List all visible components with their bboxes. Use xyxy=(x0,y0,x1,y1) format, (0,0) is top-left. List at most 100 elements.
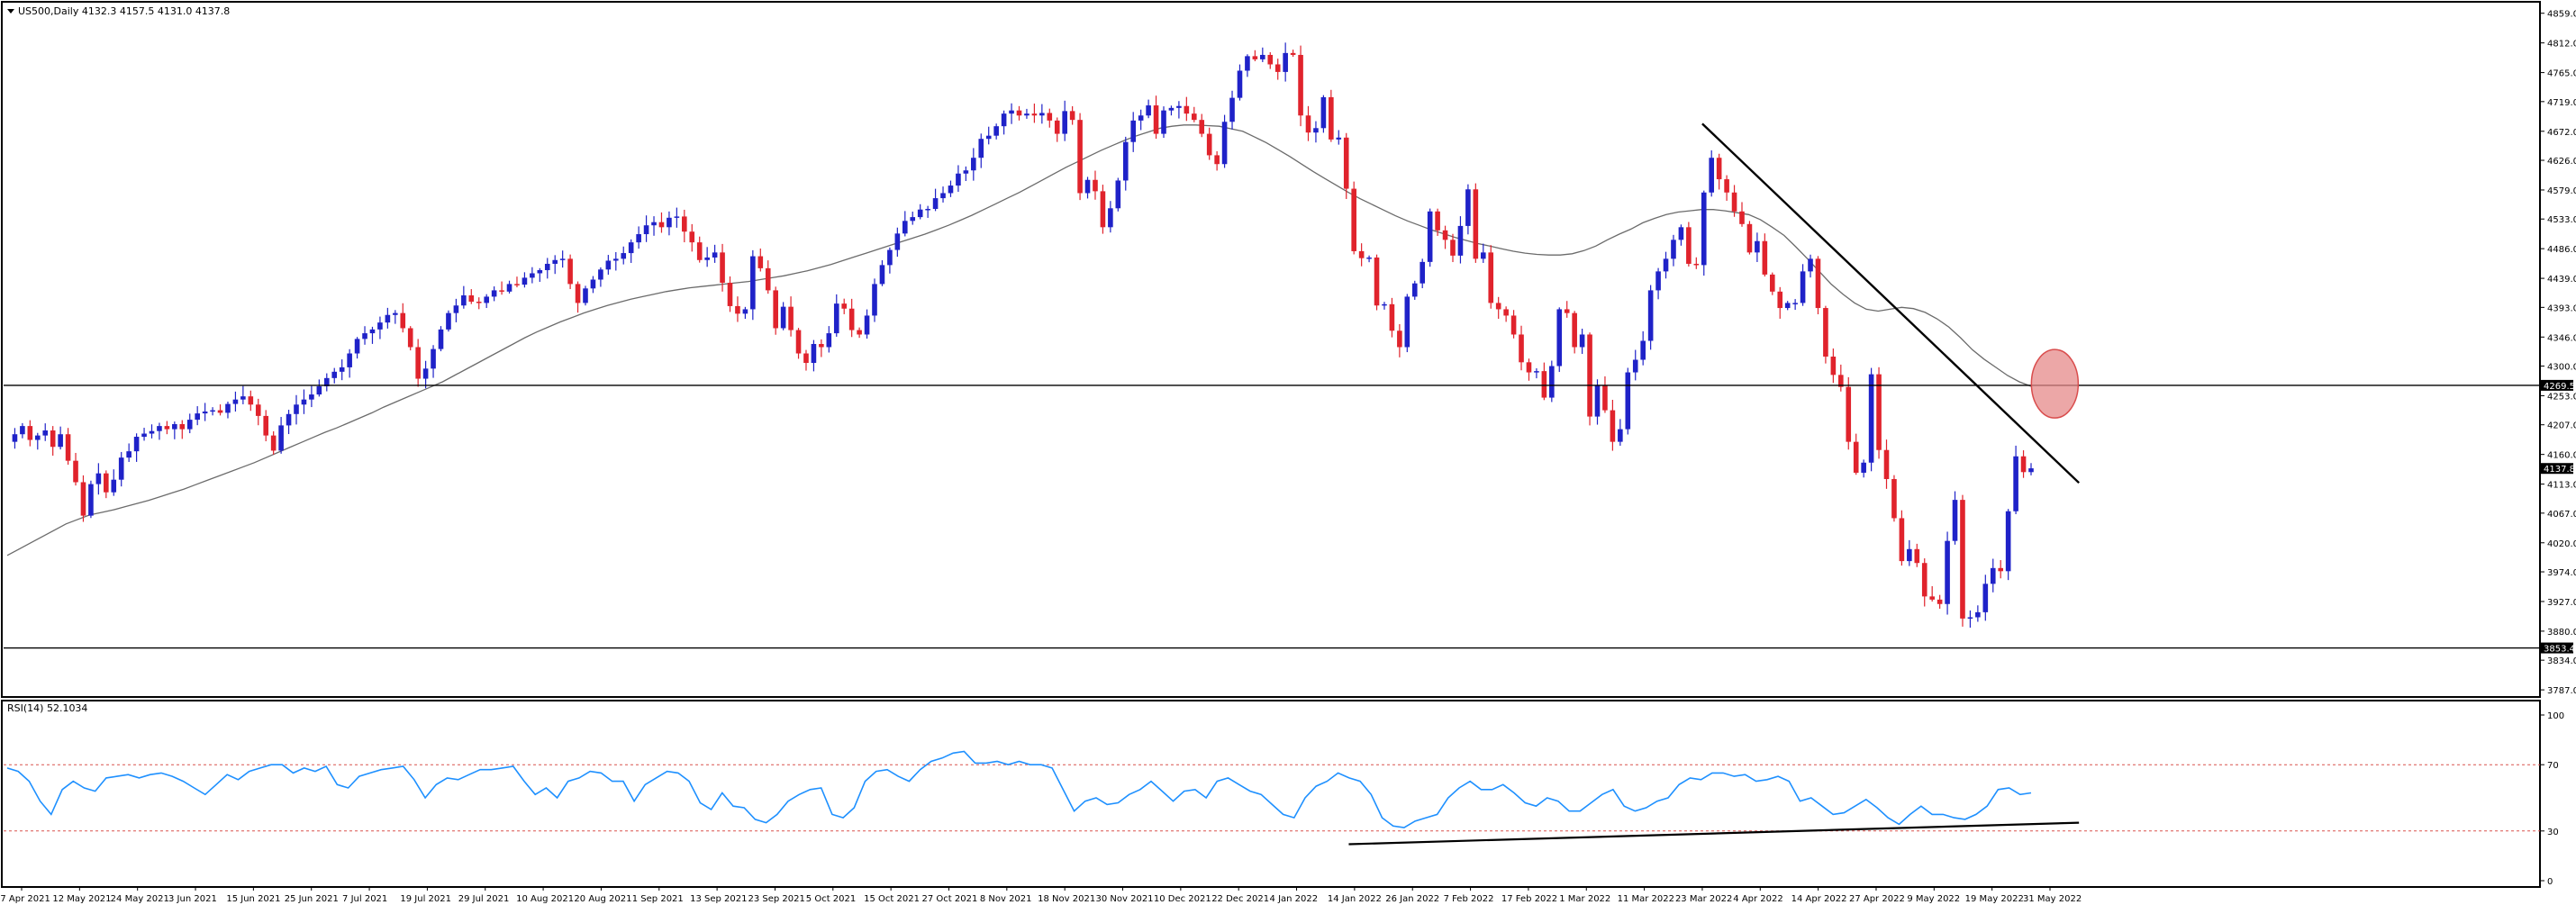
candle-body xyxy=(1054,120,1060,134)
candle-body xyxy=(1975,611,1981,618)
candle-up xyxy=(1457,216,1464,264)
candle-body xyxy=(1184,105,1190,114)
candle-body xyxy=(506,284,512,292)
candle-body xyxy=(910,217,916,222)
candle-body xyxy=(1480,252,1486,259)
candle-up xyxy=(1678,224,1684,246)
candle-body xyxy=(1602,385,1608,411)
price-tick-label: 3880.0 xyxy=(2547,628,2576,638)
date-tick-label: 15 Oct 2021 xyxy=(864,894,920,904)
candle-up xyxy=(628,239,634,263)
candle-up xyxy=(651,216,657,236)
candle-up xyxy=(1709,150,1715,197)
candle-up xyxy=(1260,47,1265,62)
candle-down xyxy=(1853,433,1859,475)
candle-body xyxy=(286,413,292,426)
collapse-triangle-icon[interactable] xyxy=(7,9,14,14)
date-tick-label: 27 Apr 2022 xyxy=(1849,894,1905,904)
candle-body xyxy=(1982,584,1989,612)
annotations-layer xyxy=(1701,122,2080,484)
candle-body xyxy=(1572,312,1577,348)
candle-down xyxy=(1846,376,1852,450)
candle-up xyxy=(393,310,398,324)
candle-body xyxy=(65,434,71,461)
candle-body xyxy=(1465,189,1471,226)
candle-down xyxy=(1716,153,1722,190)
candle-body xyxy=(1709,158,1715,193)
candle-up xyxy=(1632,349,1638,381)
date-tick-label: 3 Jun 2021 xyxy=(168,894,217,904)
candle-up xyxy=(1176,101,1182,119)
candle-body xyxy=(422,368,429,379)
candle-up xyxy=(1784,301,1791,311)
candle-body xyxy=(1549,366,1555,398)
candle-body xyxy=(1686,227,1692,264)
candle-down xyxy=(1351,181,1356,255)
rsi-tick-label: 0 xyxy=(2547,877,2553,887)
candle-up xyxy=(491,286,497,302)
candle-body xyxy=(727,283,733,306)
candle-down xyxy=(1686,222,1692,267)
candle-down xyxy=(1510,310,1517,339)
candle-body xyxy=(27,426,33,440)
candle-body xyxy=(765,267,771,291)
candle-body xyxy=(42,430,49,436)
candle-down xyxy=(1519,325,1524,371)
candle-up xyxy=(1800,264,1806,306)
date-tick-label: 5 Oct 2021 xyxy=(806,894,856,904)
candle-up xyxy=(674,207,680,228)
candle-up xyxy=(1579,329,1585,354)
candle-up xyxy=(1009,103,1014,124)
candle-body xyxy=(1313,128,1319,133)
candle-body xyxy=(369,329,376,334)
candle-down xyxy=(400,303,406,333)
candle-body xyxy=(1146,105,1151,116)
candle-body xyxy=(1237,70,1243,98)
candle-body xyxy=(141,433,147,438)
candle-body xyxy=(1784,303,1791,309)
candle-body xyxy=(12,434,18,442)
candle-body xyxy=(1122,141,1129,181)
candle-body xyxy=(1792,303,1798,304)
candle-down xyxy=(1199,113,1205,138)
candle-body xyxy=(1039,113,1045,116)
candle-body xyxy=(1777,291,1783,309)
candle-body xyxy=(491,290,497,297)
candle-body xyxy=(1998,567,2004,572)
price-tick-label: 4207.0 xyxy=(2547,421,2576,431)
candle-body xyxy=(1891,478,1897,519)
candle-body xyxy=(530,273,535,278)
candle-body xyxy=(195,413,200,421)
candle-up xyxy=(971,148,976,181)
candle-body xyxy=(1495,303,1501,310)
rsi-pane[interactable] xyxy=(1,700,2541,888)
candle-body xyxy=(1176,105,1182,108)
candle-body xyxy=(1731,192,1737,212)
candle-body xyxy=(1305,115,1311,133)
candle-body xyxy=(872,284,877,316)
candle-body xyxy=(1267,54,1274,65)
candle-down xyxy=(1746,221,1753,255)
price-pane[interactable] xyxy=(1,1,2541,698)
candle-body xyxy=(552,259,558,264)
candle-body xyxy=(1001,113,1007,127)
candle-body xyxy=(468,295,475,303)
candle-body xyxy=(1024,113,1029,116)
candle-body xyxy=(1853,441,1859,473)
candle-up xyxy=(58,426,63,450)
candle-body xyxy=(1358,250,1365,258)
candle-body xyxy=(316,385,322,395)
candle-body xyxy=(1846,386,1852,442)
candle-up xyxy=(826,326,832,353)
date-tick-label: 4 Apr 2022 xyxy=(1733,894,1782,904)
candle-up xyxy=(1549,360,1555,403)
candle-body xyxy=(118,457,124,480)
candle-up xyxy=(1221,114,1228,168)
candle-down xyxy=(248,390,254,412)
candle-body xyxy=(993,126,999,136)
candle-down xyxy=(104,470,109,499)
candle-down xyxy=(1077,113,1083,201)
candle-body xyxy=(385,314,391,323)
candle-up xyxy=(301,389,307,414)
